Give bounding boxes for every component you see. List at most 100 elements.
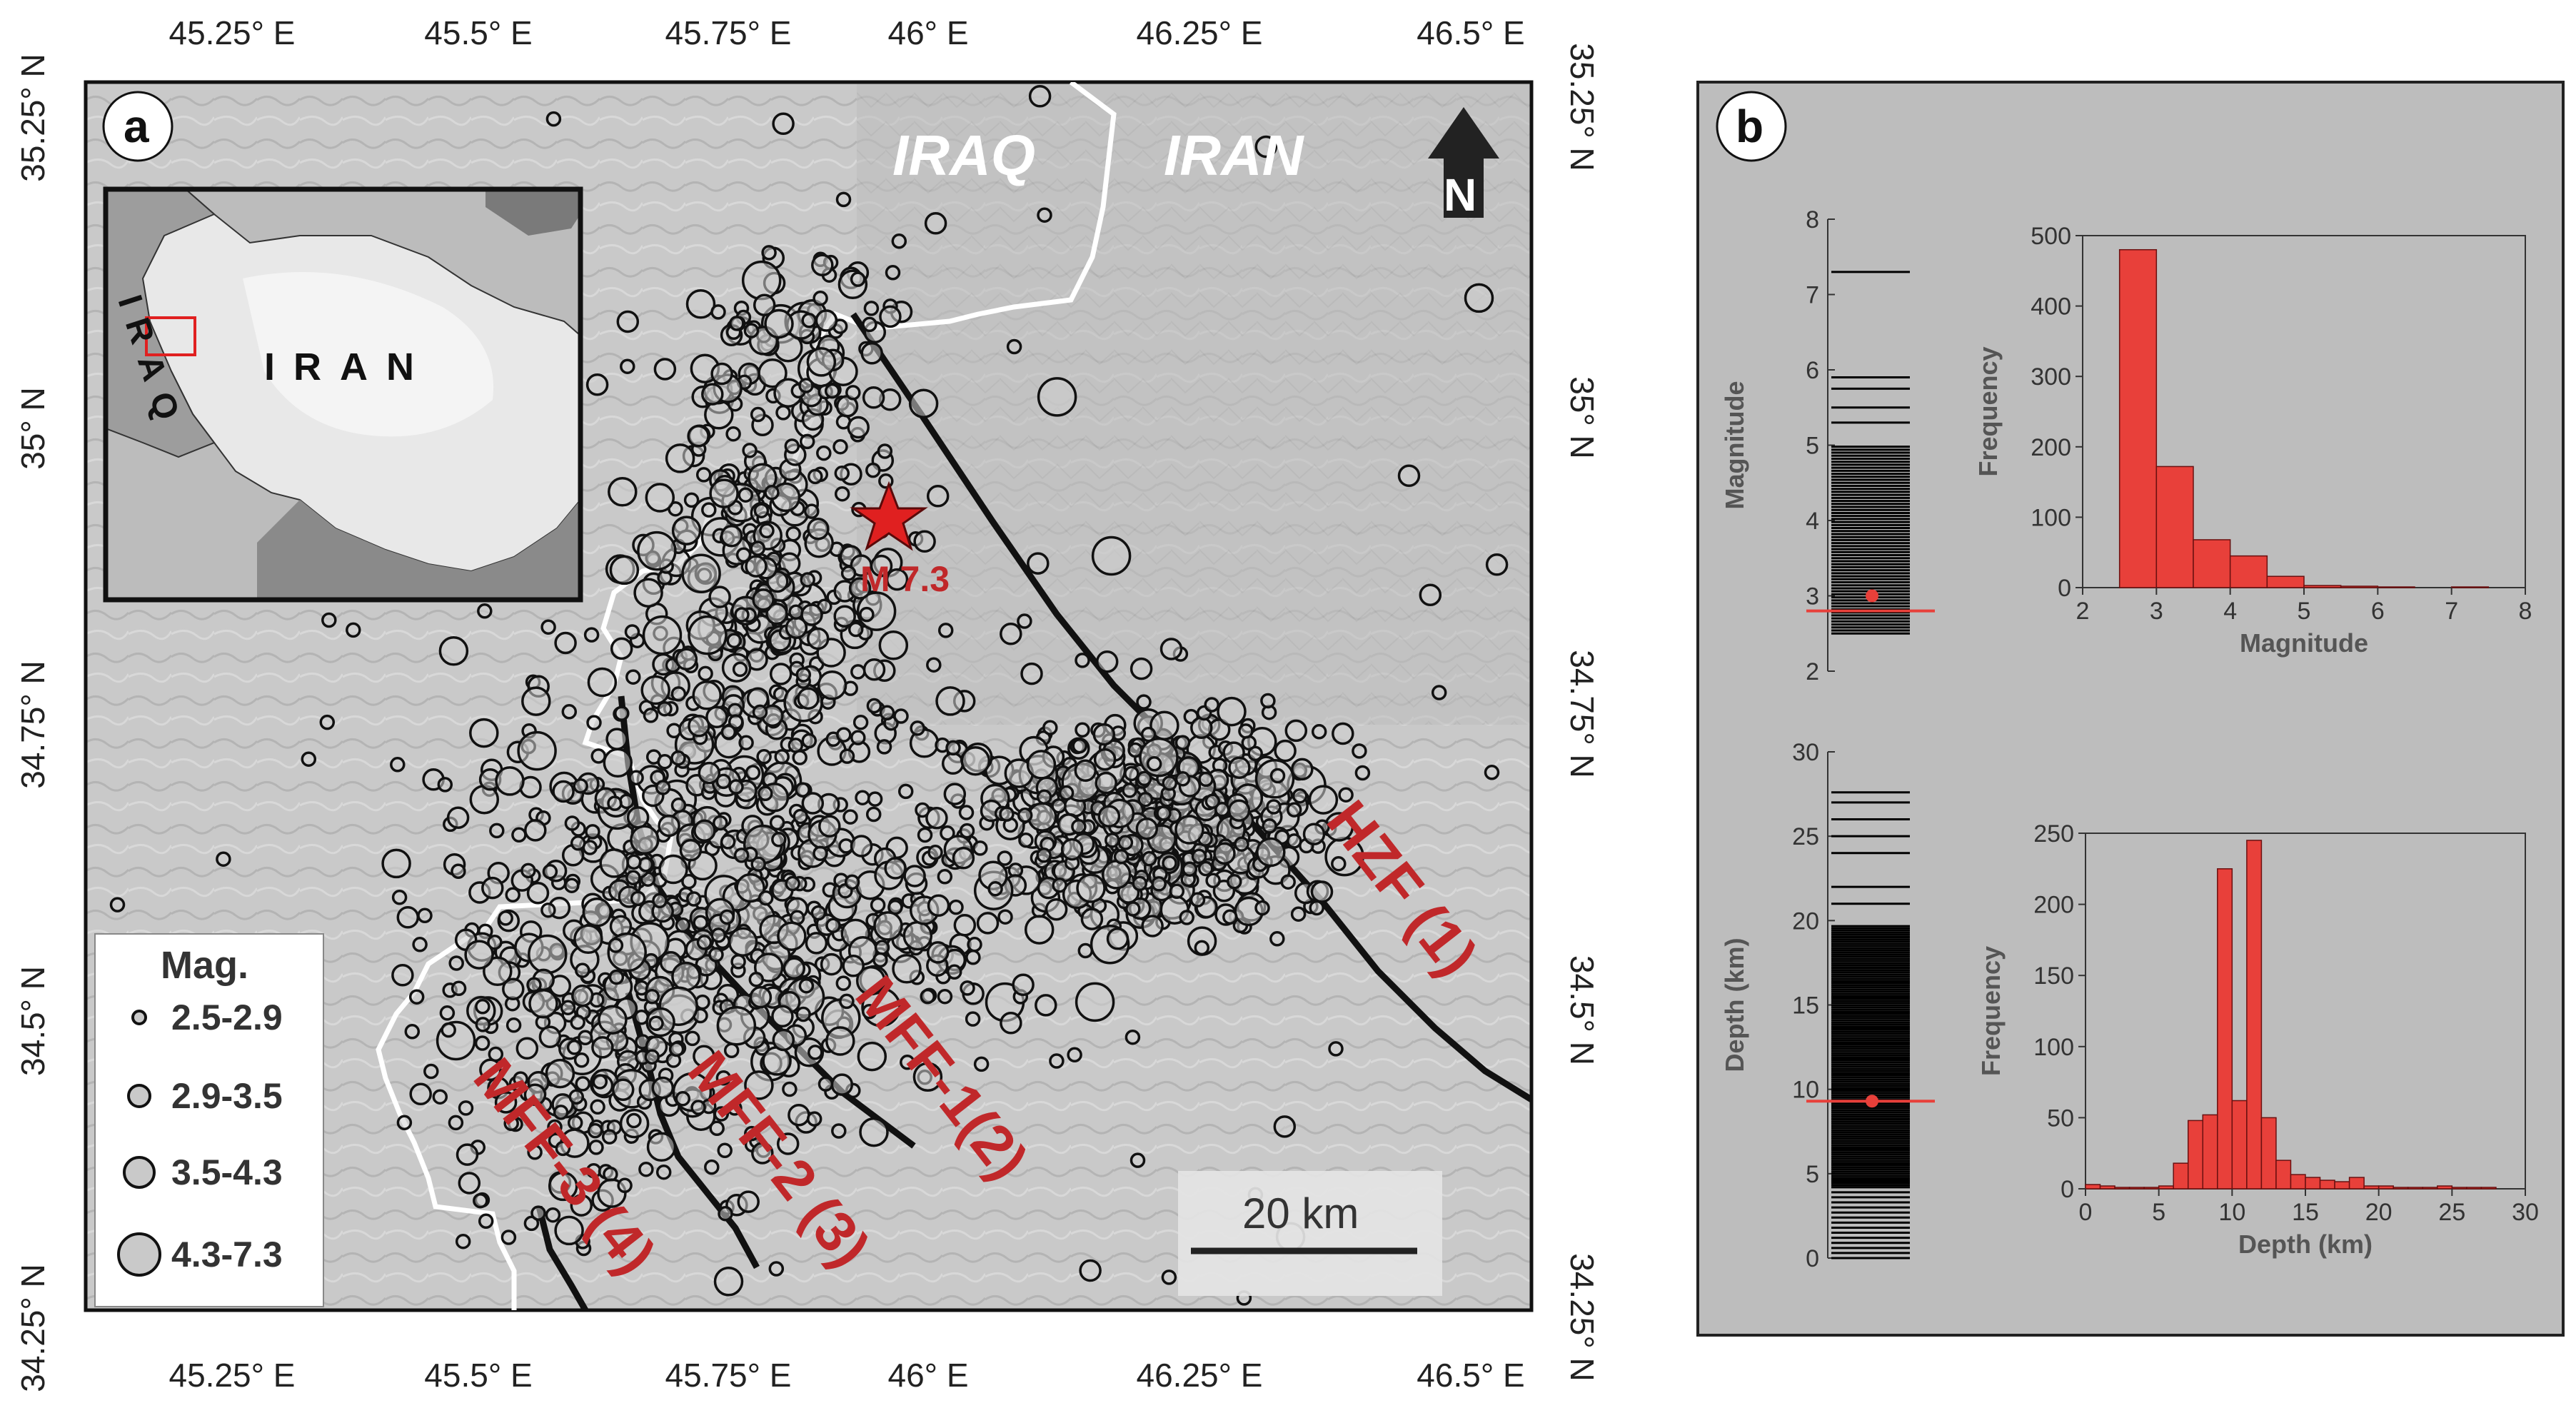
- earthquake-circle: [448, 1115, 464, 1131]
- earthquake-circle: [679, 839, 703, 862]
- histogram-bar: [2340, 585, 2379, 588]
- earthquake-circle: [555, 1140, 571, 1157]
- earthquake-circle: [498, 910, 513, 926]
- earthquake-circle: [1045, 897, 1068, 921]
- earthquake-circle: [1262, 818, 1277, 834]
- earthquake-circle: [1075, 722, 1090, 738]
- earthquake-circle: [815, 309, 838, 332]
- earthquake-circle: [321, 612, 337, 628]
- earthquake-circle: [642, 615, 683, 655]
- strip-tick-label: 10: [1792, 1077, 1819, 1104]
- histogram-bar: [2193, 539, 2231, 588]
- histogram-bar: [2231, 1100, 2248, 1190]
- histogram-bar: [2143, 1187, 2160, 1190]
- earthquake-circle: [441, 1022, 456, 1038]
- earthquake-circle: [391, 890, 408, 905]
- earthquake-circle: [1037, 377, 1077, 417]
- earthquake-circle: [1080, 907, 1104, 930]
- earthquake-circle: [749, 985, 773, 1009]
- earthquake-circle: [566, 1040, 583, 1055]
- earthquake-circle: [693, 915, 708, 930]
- earthquake-circle: [437, 777, 453, 793]
- earthquake-circle: [865, 806, 882, 823]
- earthquake-circle: [503, 1115, 519, 1132]
- y-tick-label: 150: [2033, 962, 2074, 990]
- earthquake-circle: [818, 815, 841, 838]
- earthquake-circle: [628, 770, 644, 785]
- depth-histogram: 0 5 10 15 20 25 30 0 50 100 150 200 250 Depth (km) Fre…: [1976, 820, 2539, 1259]
- x-axis-label: Magnitude: [2240, 628, 2368, 658]
- earthquake-circle: [710, 927, 727, 943]
- earthquake-circle: [1027, 552, 1050, 575]
- earthquake-circle: [637, 530, 677, 571]
- x-tick-label: 0: [2079, 1199, 2093, 1226]
- earthquake-circle: [552, 780, 575, 803]
- earthquake-circle: [948, 899, 964, 915]
- bottom-tick-label: 45.5° E: [424, 1357, 532, 1394]
- strip-tick-label: 25: [1792, 823, 1819, 850]
- earthquake-circle: [807, 1045, 823, 1060]
- histogram-bar: [2378, 1185, 2394, 1190]
- earthquake-circle: [733, 848, 750, 863]
- earthquake-circle: [1036, 789, 1052, 805]
- earthquake-circle: [1024, 915, 1055, 945]
- earthquake-circle: [396, 906, 420, 929]
- earthquake-circle: [1274, 739, 1297, 763]
- earthquake-circle: [708, 585, 731, 608]
- earthquake-circle: [926, 941, 950, 964]
- earthquake-circle: [728, 714, 744, 730]
- earthquake-circle: [638, 1161, 654, 1177]
- earthquake-circle: [750, 540, 766, 556]
- earthquake-circle: [1037, 207, 1052, 223]
- north-label: N: [1444, 169, 1476, 221]
- histogram-bar: [2246, 840, 2263, 1190]
- earthquake-circle: [704, 1159, 720, 1175]
- earthquake-circle: [959, 823, 975, 839]
- earthquake-circle: [876, 739, 892, 755]
- earthquake-circle: [520, 863, 536, 879]
- earthquake-circle: [912, 1062, 943, 1092]
- left-tick-label: 34.5° N: [14, 966, 51, 1076]
- earthquake-circle: [728, 927, 758, 957]
- earthquake-circle: [1137, 770, 1152, 787]
- earthquake-circle: [614, 705, 630, 721]
- earthquake-circle: [972, 840, 988, 856]
- earthquake-circle: [764, 485, 780, 501]
- earthquake-circle: [1035, 994, 1057, 1017]
- earthquake-circle: [885, 265, 901, 281]
- earthquake-circle: [795, 667, 812, 683]
- earthquake-circle: [795, 782, 810, 798]
- earthquake-circle: [720, 724, 737, 740]
- earthquake-circle: [1146, 756, 1162, 772]
- earthquake-circle: [820, 952, 843, 976]
- earthquake-circle: [681, 553, 721, 593]
- earthquake-circle: [710, 362, 733, 386]
- earthquake-circle: [1485, 553, 1509, 576]
- earthquake-circle: [855, 965, 886, 996]
- earthquake-circle: [900, 1055, 915, 1070]
- earthquake-circle: [564, 815, 580, 831]
- earthquake-circle: [608, 937, 624, 953]
- legend-symbol-4: [117, 1232, 161, 1277]
- earthquake-circle: [1139, 737, 1179, 778]
- earthquake-circle: [685, 1030, 700, 1047]
- earthquake-circle: [1269, 768, 1286, 784]
- x-tick-label: 6: [2371, 598, 2385, 625]
- earthquake-circle: [540, 902, 556, 918]
- left-tick-label: 34.25° N: [14, 1264, 51, 1392]
- earthquake-circle: [960, 980, 975, 996]
- earthquake-circle: [1077, 942, 1094, 959]
- earthquake-circle: [1238, 723, 1254, 739]
- x-tick-label: 4: [2223, 598, 2237, 625]
- earthquake-circle: [564, 878, 580, 893]
- earthquake-circle: [681, 873, 697, 890]
- earthquake-circle: [1222, 909, 1238, 925]
- earthquake-circle: [609, 555, 640, 585]
- earthquake-circle: [758, 785, 773, 802]
- earthquake-circle: [502, 977, 525, 1000]
- earthquake-circle: [686, 891, 702, 907]
- earthquake-circle: [1227, 874, 1242, 890]
- earthquake-circle: [788, 1103, 810, 1127]
- earthquake-circle: [701, 383, 724, 406]
